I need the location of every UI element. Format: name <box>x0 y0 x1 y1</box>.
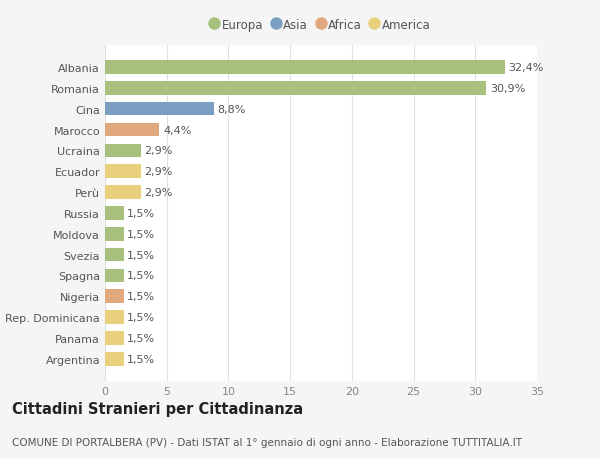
Bar <box>105 248 124 262</box>
Text: 8,8%: 8,8% <box>217 105 245 114</box>
Bar <box>105 269 124 283</box>
Bar <box>105 144 141 158</box>
Text: 1,5%: 1,5% <box>127 250 155 260</box>
Legend: Europa, Asia, Africa, America: Europa, Asia, Africa, America <box>206 14 436 37</box>
Bar <box>105 123 160 137</box>
Bar <box>105 103 214 116</box>
Bar <box>105 352 124 366</box>
Text: 32,4%: 32,4% <box>509 63 544 73</box>
Text: 2,9%: 2,9% <box>145 188 173 198</box>
Bar <box>105 331 124 345</box>
Text: 1,5%: 1,5% <box>127 333 155 343</box>
Text: 2,9%: 2,9% <box>145 167 173 177</box>
Text: 1,5%: 1,5% <box>127 313 155 322</box>
Bar <box>105 165 141 179</box>
Text: 1,5%: 1,5% <box>127 229 155 239</box>
Bar <box>105 290 124 303</box>
Text: 2,9%: 2,9% <box>145 146 173 156</box>
Text: 30,9%: 30,9% <box>490 84 526 94</box>
Text: COMUNE DI PORTALBERA (PV) - Dati ISTAT al 1° gennaio di ogni anno - Elaborazione: COMUNE DI PORTALBERA (PV) - Dati ISTAT a… <box>12 437 522 447</box>
Bar <box>105 207 124 220</box>
Bar <box>105 82 487 95</box>
Text: 1,5%: 1,5% <box>127 208 155 218</box>
Text: 1,5%: 1,5% <box>127 354 155 364</box>
Bar <box>105 311 124 324</box>
Text: 1,5%: 1,5% <box>127 291 155 302</box>
Bar <box>105 61 505 75</box>
Text: Cittadini Stranieri per Cittadinanza: Cittadini Stranieri per Cittadinanza <box>12 401 303 416</box>
Bar <box>105 228 124 241</box>
Bar <box>105 186 141 199</box>
Text: 4,4%: 4,4% <box>163 125 191 135</box>
Text: 1,5%: 1,5% <box>127 271 155 281</box>
